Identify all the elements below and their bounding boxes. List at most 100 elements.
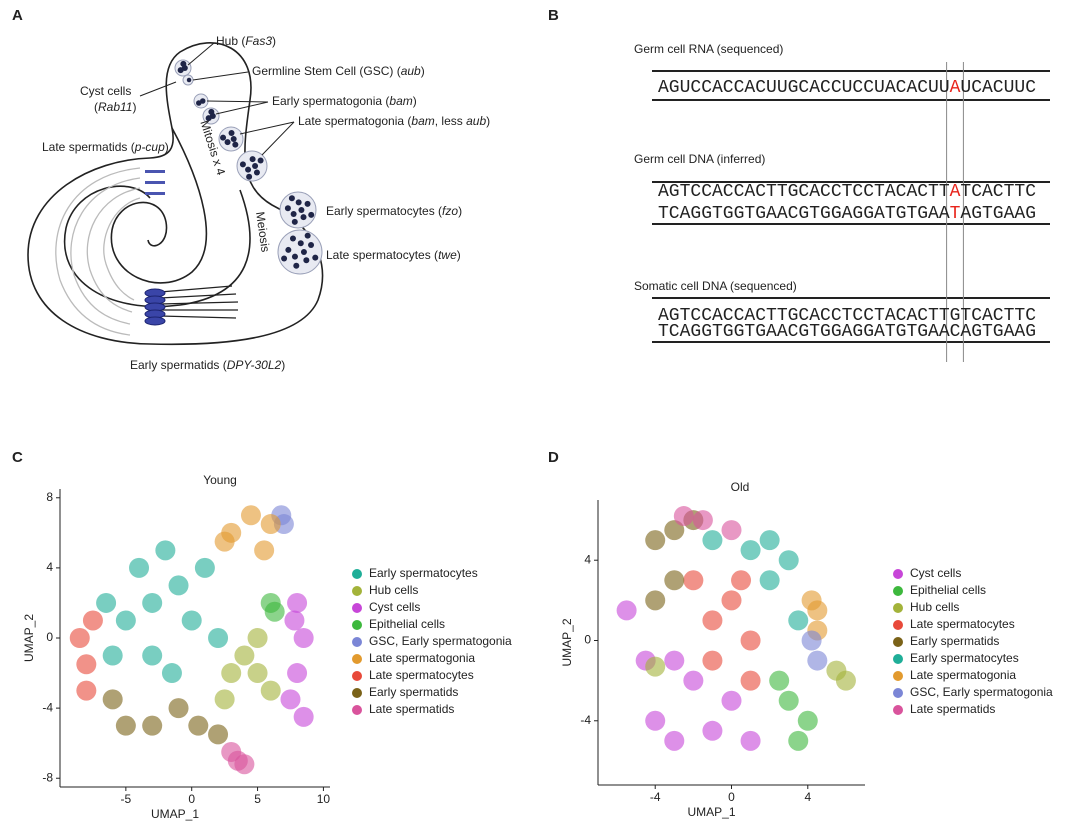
panel-label: A bbox=[12, 7, 23, 24]
sequence-part: AGTCCACCACTTGCACCTCCTACACTT bbox=[658, 306, 950, 326]
x-tick-label: -4 bbox=[650, 790, 661, 804]
legend-label: GSC, Early spermatogonia bbox=[369, 634, 512, 648]
y-tick-label: 0 bbox=[46, 630, 53, 644]
legend-swatch bbox=[352, 654, 362, 664]
sequence-part: TCAGGTGGTGAACGTGGAGGATGTGAA bbox=[658, 322, 950, 342]
label-part: Germline Stem Cell (GSC) ( bbox=[252, 64, 401, 78]
sequence-part: TCACTTC bbox=[960, 306, 1036, 326]
point bbox=[221, 741, 242, 762]
y-axis-label: UMAP_2 bbox=[560, 618, 574, 666]
testis-outline bbox=[27, 42, 324, 346]
meiosis-label: Meiosis bbox=[253, 211, 273, 253]
flagella bbox=[55, 167, 141, 336]
sequence-part: T bbox=[950, 204, 961, 224]
nucleus bbox=[304, 200, 311, 207]
point bbox=[260, 514, 281, 535]
y-tick-label: -4 bbox=[580, 713, 591, 727]
leader bbox=[215, 101, 269, 115]
testis-drawing bbox=[27, 42, 324, 346]
label-part: Late spermatids ( bbox=[42, 140, 135, 154]
nucleus bbox=[300, 214, 307, 221]
legend-label: GSC, Early spermatogonia bbox=[910, 685, 1053, 699]
point bbox=[287, 592, 308, 613]
label-part: Rab11 bbox=[98, 100, 132, 114]
sequence-strand: AGUCCACCACUUGCACCUCCUACACUUAUCACUUC bbox=[658, 78, 1036, 98]
label-part: bam bbox=[389, 94, 412, 108]
flagellum bbox=[70, 177, 141, 325]
point bbox=[115, 610, 136, 631]
point bbox=[96, 592, 117, 613]
point bbox=[214, 689, 235, 710]
nucleus bbox=[224, 139, 231, 146]
point bbox=[645, 530, 666, 551]
point bbox=[702, 530, 723, 551]
legend-label: Epithelial cells bbox=[369, 617, 445, 631]
label-part: ) bbox=[165, 140, 169, 154]
point bbox=[115, 715, 136, 736]
head bbox=[144, 316, 166, 326]
legend-swatch bbox=[893, 637, 903, 647]
nucleus bbox=[285, 246, 292, 253]
point bbox=[247, 628, 268, 648]
point bbox=[240, 505, 261, 526]
legend-label: Late spermatogonia bbox=[910, 668, 1016, 682]
legend-label: Late spermatocytes bbox=[369, 668, 474, 682]
nucleus bbox=[291, 218, 298, 225]
point bbox=[807, 650, 828, 671]
early-spermatid-bundle bbox=[144, 285, 239, 326]
legend-label: Early spermatids bbox=[369, 685, 458, 699]
legend-label: Early spermatids bbox=[910, 634, 999, 648]
nucleus bbox=[295, 199, 302, 206]
y-tick-label: 4 bbox=[584, 552, 591, 566]
x-axis-label: UMAP_1 bbox=[151, 807, 199, 821]
point bbox=[702, 650, 723, 671]
nucleus bbox=[289, 235, 296, 242]
point bbox=[664, 650, 685, 671]
sequence-part: G bbox=[950, 306, 961, 326]
sequence-part: UCACUUC bbox=[960, 78, 1036, 98]
point bbox=[247, 663, 268, 684]
sequence-strand: TCAGGTGGTGAACGTGGAGGATGTGAACAGTGAAG bbox=[658, 322, 1036, 342]
nucleus bbox=[252, 163, 259, 169]
sequence-part: TCACTTC bbox=[960, 182, 1036, 202]
label-part: Late spermatocytes ( bbox=[326, 248, 438, 262]
legend-swatch bbox=[893, 569, 903, 579]
label-part: ) bbox=[457, 248, 461, 262]
point bbox=[293, 706, 314, 727]
point bbox=[645, 710, 666, 731]
flagellum bbox=[103, 197, 141, 301]
point bbox=[683, 670, 704, 691]
nucleus bbox=[281, 255, 288, 262]
nucleus bbox=[304, 232, 311, 239]
legend-swatch bbox=[893, 620, 903, 630]
leader bbox=[239, 121, 295, 135]
x-tick-label: 0 bbox=[728, 790, 735, 804]
point bbox=[740, 540, 761, 561]
x-tick-label: 4 bbox=[804, 790, 811, 804]
point bbox=[181, 610, 202, 631]
label-part: twe bbox=[438, 248, 457, 262]
point bbox=[740, 670, 761, 691]
y-tick-label: 0 bbox=[584, 633, 591, 647]
label-part: ) bbox=[458, 204, 462, 218]
point bbox=[214, 531, 235, 552]
legend-label: Early spermatocytes bbox=[910, 651, 1019, 665]
point bbox=[721, 590, 742, 611]
spermatid-head bbox=[145, 181, 165, 184]
point bbox=[142, 645, 163, 666]
nucleus bbox=[308, 211, 315, 218]
x-tick-label: 0 bbox=[188, 792, 195, 806]
point bbox=[102, 689, 123, 710]
nucleus bbox=[186, 77, 192, 83]
point bbox=[208, 724, 229, 745]
label-part: DPY-30L2 bbox=[227, 358, 282, 372]
tube-inner bbox=[63, 185, 251, 308]
sequence-title: Germ cell RNA (sequenced) bbox=[634, 42, 783, 56]
label-part: ) bbox=[413, 94, 417, 108]
y-tick-label: -4 bbox=[42, 700, 53, 714]
legend-swatch bbox=[893, 671, 903, 681]
chart-title: Old bbox=[731, 480, 750, 494]
point bbox=[721, 520, 742, 541]
label-part: Early spermatocytes ( bbox=[326, 204, 442, 218]
